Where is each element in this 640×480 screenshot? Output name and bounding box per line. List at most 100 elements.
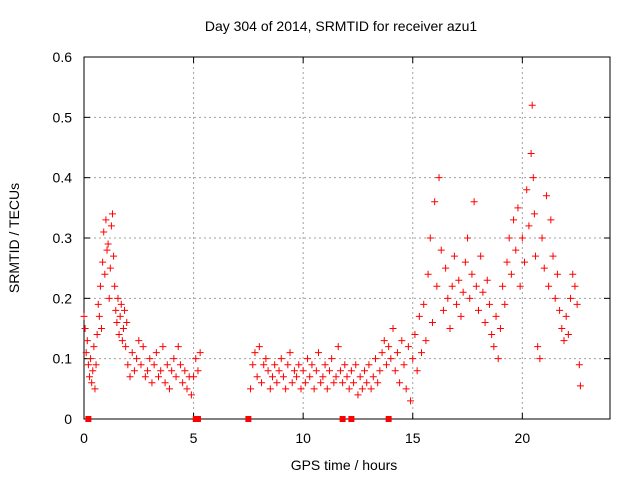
data-point [93,331,101,339]
data-point [192,355,200,363]
data-point [82,349,90,357]
data-point [455,276,463,284]
data-point [111,282,119,290]
data-point [103,246,111,254]
data-point [179,379,187,387]
data-point [176,361,184,369]
data-point [119,325,127,332]
data-point [576,382,584,390]
data-point [183,385,191,393]
data-point [89,367,97,375]
y-tick-label: 0.1 [53,351,73,367]
data-point [398,337,406,345]
data-point [284,361,292,369]
data-point [80,312,88,320]
data-point [155,373,163,381]
x-tick-label: 20 [515,430,531,446]
data-point [144,367,152,375]
data-point [317,379,325,387]
data-point [453,300,461,308]
data-point [490,343,498,351]
data-point [266,385,274,393]
data-point [488,331,496,339]
data-point [531,252,539,260]
data-point [545,282,553,290]
data-point [523,186,531,194]
data-point [268,373,276,381]
data-point [163,361,171,369]
data-point [92,361,100,369]
data-point [251,349,259,357]
data-point [181,367,189,375]
data-point [376,367,384,375]
data-point [114,294,122,302]
data-point [382,361,390,369]
data-point [387,355,395,363]
data-point [104,240,112,248]
data-point [315,349,323,357]
data-point [168,367,176,375]
x-tick-label: 0 [80,430,88,446]
data-point [402,385,410,393]
data-point [150,361,158,369]
data-point [165,385,173,393]
data-point [385,343,393,351]
data-point [459,288,467,296]
data-point [286,349,294,357]
y-tick-label: 0 [64,411,72,427]
data-point [262,355,270,363]
data-point [339,379,347,387]
data-point [122,343,130,351]
data-point [117,300,125,308]
axis-tick-labels: 0 0.1 0.2 0.3 0.4 0.5 0.6 0 5 10 15 20 [53,49,531,446]
data-point [190,373,198,381]
data-point [538,234,546,242]
data-point [255,343,263,351]
data-point [94,300,102,308]
data-point [525,222,533,230]
data-point [334,343,342,351]
data-point [442,264,450,272]
data-point [428,318,436,326]
data-point [437,246,445,254]
data-point [483,276,491,284]
data-point [81,325,89,332]
data-point [350,379,358,387]
x-tick-label: 5 [190,430,198,446]
data-point [328,355,336,363]
data-point [301,379,309,387]
gap-marker [348,416,355,422]
data-point [308,361,316,369]
data-point [99,258,107,266]
data-point [123,318,131,326]
data-point [477,252,485,260]
data-point [466,294,474,302]
data-point [501,300,509,308]
data-point [562,312,570,320]
data-point [556,306,564,314]
data-point [518,234,526,242]
data-point [290,367,298,375]
data-point [341,361,349,369]
data-point [135,337,143,345]
data-point [439,306,447,314]
data-point [534,343,542,351]
data-point [98,325,106,332]
data-point [148,379,156,387]
data-point [88,379,96,387]
data-point [530,210,538,218]
data-point [304,355,312,363]
data-point [196,349,204,357]
data-point [551,294,559,302]
data-point [468,270,476,278]
data-point [457,312,465,320]
data-point [507,270,515,278]
data-point [575,361,583,369]
data-point [95,312,103,320]
data-point [130,367,138,375]
data-point [400,361,408,369]
data-point [106,264,114,272]
data-point [319,373,327,381]
data-point [527,150,535,158]
gap-marker [245,416,252,422]
